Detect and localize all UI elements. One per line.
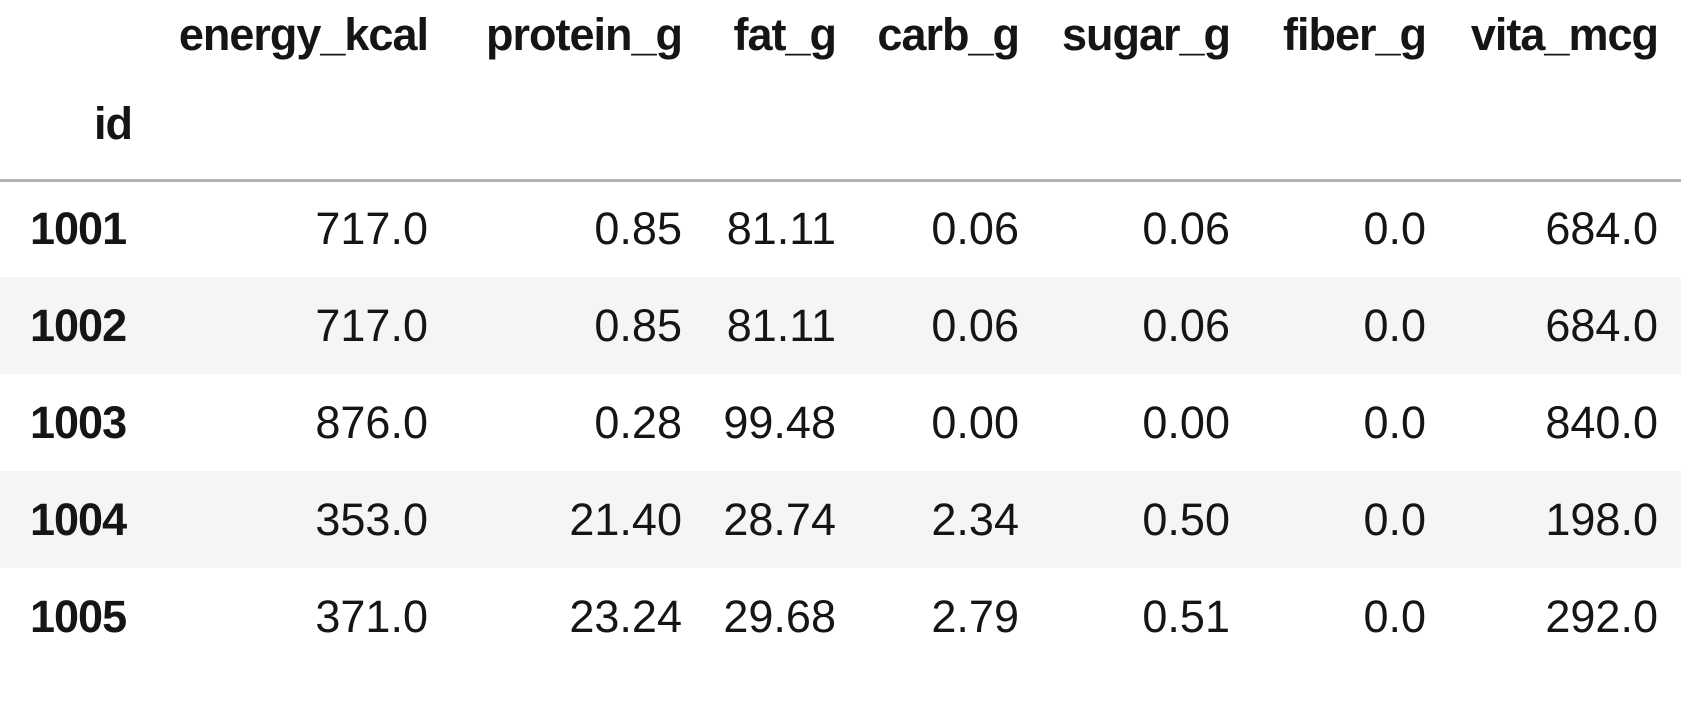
column-header-energy_kcal: energy_kcal (178, 9, 429, 60)
cell-protein_g: 0.85 (594, 203, 682, 255)
cell-sugar_g: 0.00 (1142, 396, 1230, 448)
corner-blank-cell (0, 0, 155, 70)
cell-energy_kcal: 717.0 (315, 299, 428, 351)
cell-fiber_g: 0.0 (1363, 299, 1426, 351)
table-row: 1005 371.0 23.24 29.68 2.79 0.51 0.0 292.0 (0, 568, 1681, 665)
cell-protein_g: 23.24 (569, 590, 682, 642)
cell-fat_g: 28.74 (723, 493, 836, 545)
cell-fiber_g: 0.0 (1363, 203, 1426, 255)
column-header-sugar_g: sugar_g (1061, 9, 1231, 60)
row-index-cell: 1005 (30, 590, 127, 642)
column-header-fiber_g: fiber_g (1282, 9, 1427, 60)
dataframe-header: energy_kcal protein_g fat_g carb_g sugar_g fi… (0, 0, 1681, 180)
dataframe-body: 1001 717.0 0.85 81.11 0.06 0.06 0.0 684.0 1002 71… (0, 180, 1681, 665)
dataframe-output: energy_kcal protein_g fat_g carb_g sugar_g fi… (0, 0, 1681, 665)
index-row-blank-cell (1253, 70, 1449, 180)
index-row-blank-cell (859, 70, 1042, 180)
index-row-blank-cell (705, 70, 859, 180)
cell-fiber_g: 0.0 (1363, 590, 1426, 642)
cell-vita_mcg: 684.0 (1545, 299, 1658, 351)
cell-vita_mcg: 684.0 (1545, 203, 1658, 255)
column-header-protein_g: protein_g (485, 9, 683, 60)
index-row-blank-cell (451, 70, 705, 180)
row-index-cell: 1004 (30, 493, 127, 545)
cell-protein_g: 21.40 (569, 493, 682, 545)
column-header-vita_mcg: vita_mcg (1470, 9, 1659, 60)
column-header-fat_g: fat_g (733, 9, 837, 60)
dataframe-table: energy_kcal protein_g fat_g carb_g sugar_g fi… (0, 0, 1681, 665)
cell-energy_kcal: 371.0 (315, 590, 428, 642)
cell-sugar_g: 0.06 (1142, 203, 1230, 255)
cell-vita_mcg: 198.0 (1545, 493, 1658, 545)
cell-carb_g: 2.79 (931, 590, 1019, 642)
row-index-cell: 1002 (30, 299, 127, 351)
table-row: 1002 717.0 0.85 81.11 0.06 0.06 0.0 684.0 (0, 277, 1681, 374)
cell-fiber_g: 0.0 (1363, 493, 1426, 545)
index-name-row: id (0, 70, 1681, 180)
cell-sugar_g: 0.51 (1142, 590, 1230, 642)
cell-sugar_g: 0.06 (1142, 299, 1230, 351)
cell-fat_g: 29.68 (723, 590, 836, 642)
table-row: 1004 353.0 21.40 28.74 2.34 0.50 0.0 198.0 (0, 471, 1681, 568)
table-row: 1001 717.0 0.85 81.11 0.06 0.06 0.0 684.0 (0, 180, 1681, 277)
index-row-blank-cell (155, 70, 451, 180)
cell-carb_g: 0.06 (931, 299, 1019, 351)
column-header-row: energy_kcal protein_g fat_g carb_g sugar_g fi… (0, 0, 1681, 70)
cell-fat_g: 99.48 (723, 396, 836, 448)
cell-fiber_g: 0.0 (1363, 396, 1426, 448)
index-row-blank-cell (1449, 70, 1681, 180)
table-row: 1003 876.0 0.28 99.48 0.00 0.00 0.0 840.0 (0, 374, 1681, 471)
cell-energy_kcal: 353.0 (315, 493, 428, 545)
index-name-cell: id (94, 98, 133, 150)
cell-fat_g: 81.11 (726, 203, 836, 255)
cell-vita_mcg: 292.0 (1545, 590, 1658, 642)
cell-carb_g: 0.06 (931, 203, 1019, 255)
row-index-cell: 1001 (30, 203, 127, 255)
cell-carb_g: 2.34 (931, 493, 1019, 545)
cell-protein_g: 0.85 (594, 299, 682, 351)
cell-vita_mcg: 840.0 (1545, 396, 1658, 448)
cell-energy_kcal: 876.0 (315, 396, 428, 448)
column-header-carb_g: carb_g (877, 9, 1020, 60)
cell-energy_kcal: 717.0 (315, 203, 428, 255)
cell-sugar_g: 0.50 (1142, 493, 1230, 545)
cell-fat_g: 81.11 (726, 299, 836, 351)
index-row-blank-cell (1042, 70, 1253, 180)
cell-carb_g: 0.00 (931, 396, 1019, 448)
cell-protein_g: 0.28 (594, 396, 682, 448)
row-index-cell: 1003 (30, 396, 127, 448)
